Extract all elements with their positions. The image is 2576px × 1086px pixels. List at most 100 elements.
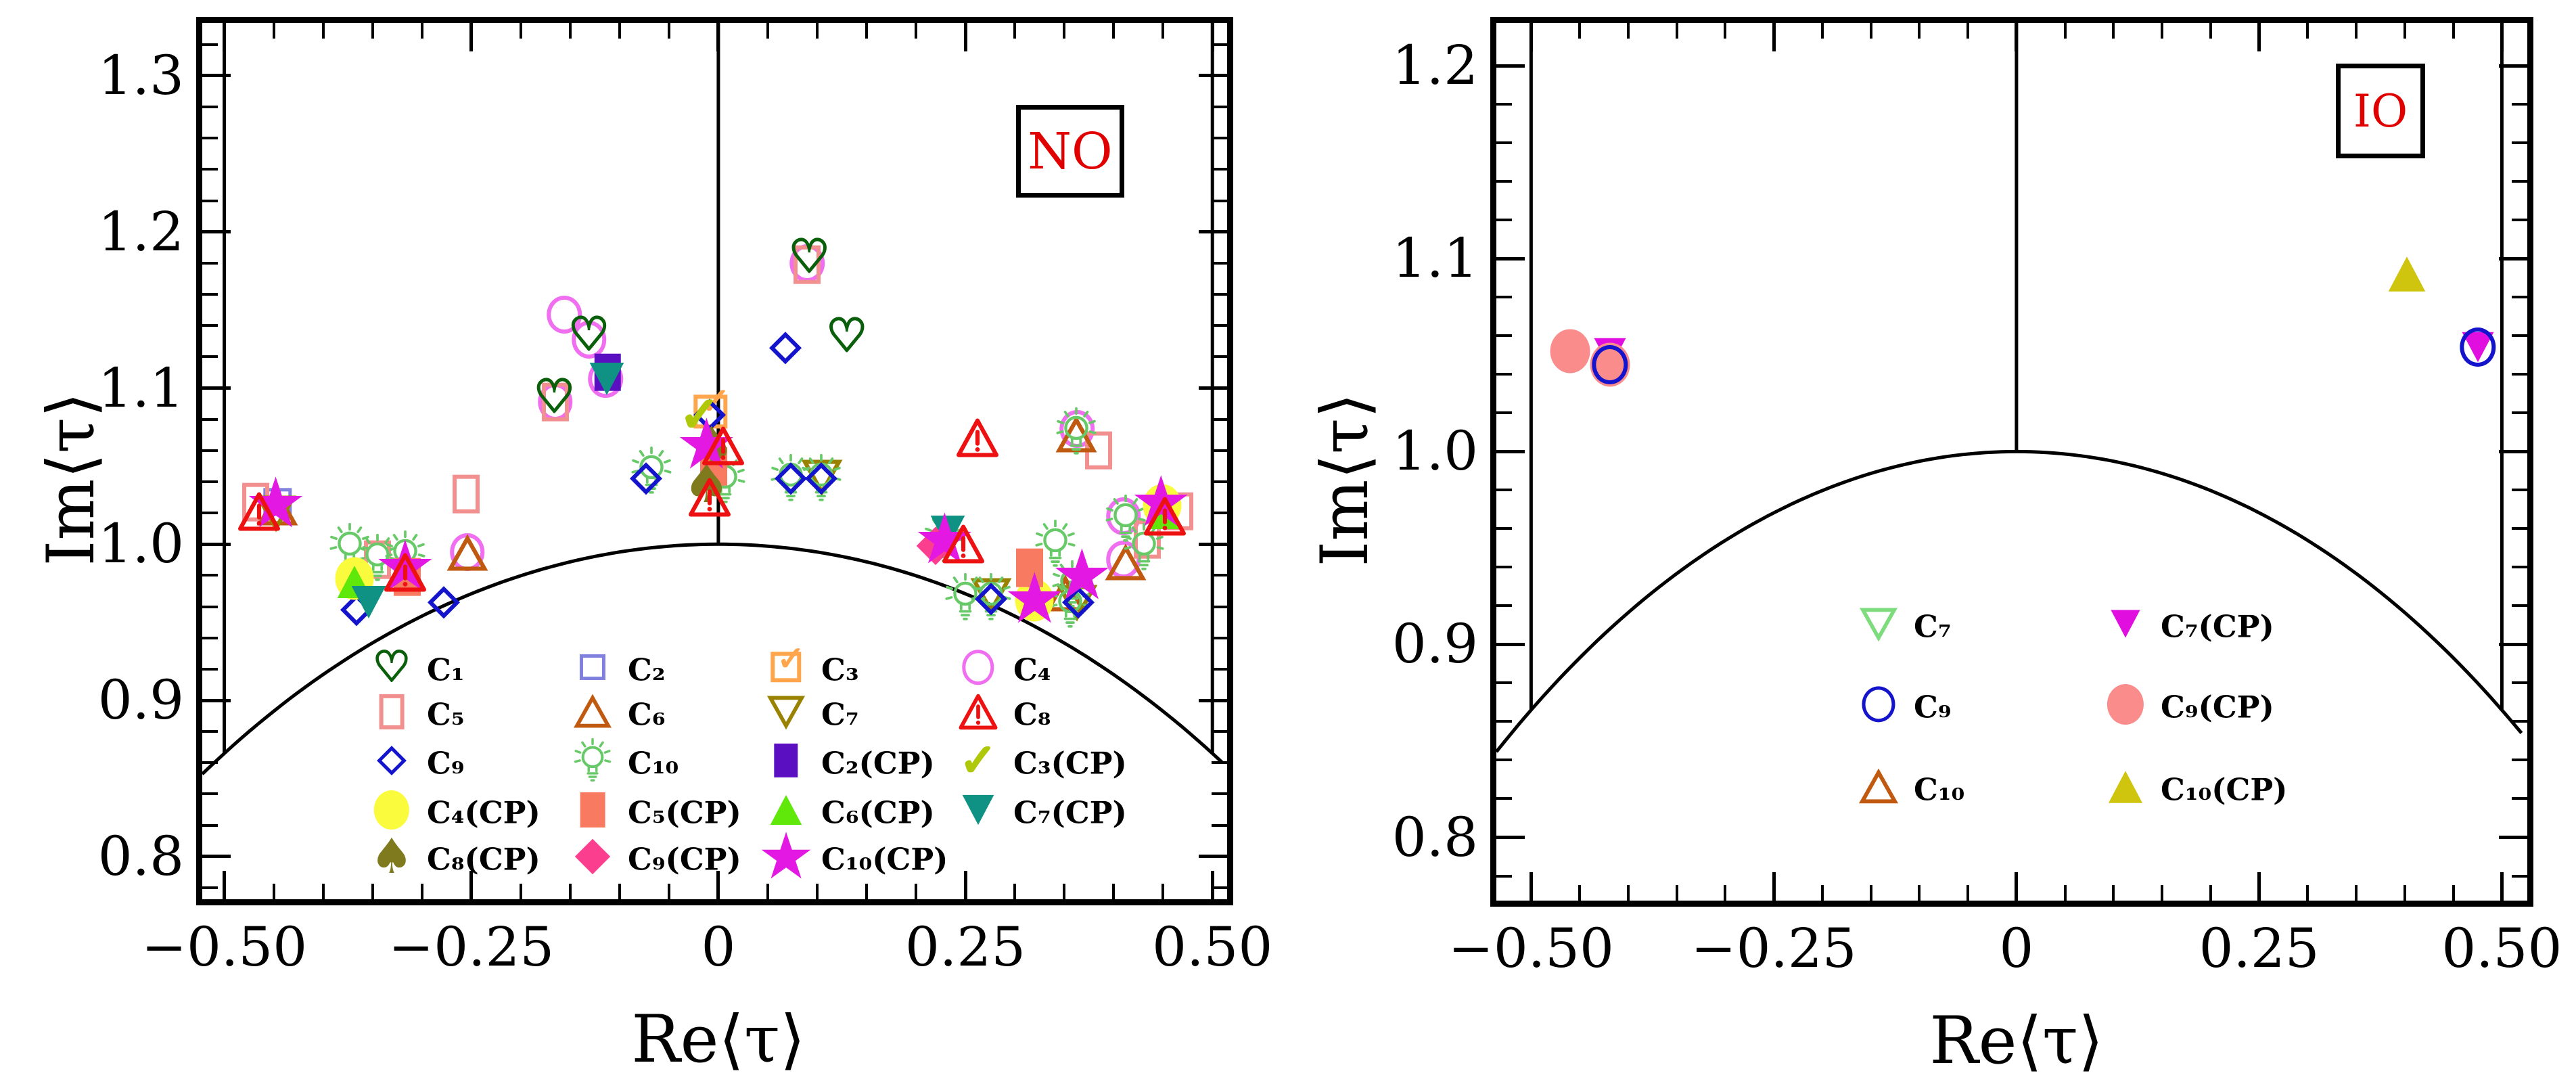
tick [1496, 604, 1512, 608]
tick [618, 23, 621, 39]
tick [1675, 885, 1678, 901]
tick [1967, 885, 1970, 901]
tick [1162, 884, 1165, 899]
tick [865, 23, 868, 39]
tick [2512, 797, 2527, 800]
tick [1496, 411, 1512, 415]
legend-marker-IO_C9CP [2107, 684, 2144, 725]
tick [1212, 823, 1227, 827]
tick [2512, 759, 2527, 762]
tick-label: 0.8 [97, 824, 184, 888]
legend-marker-IO_C10 [1858, 768, 1899, 804]
legend-label-C2: C₂ [628, 652, 666, 688]
marker-C10 [800, 453, 842, 504]
tick [766, 23, 769, 39]
tick [202, 823, 218, 827]
tick-label: 0.9 [1392, 612, 1478, 676]
tick [1496, 527, 1512, 530]
tick [1496, 64, 1525, 68]
tick [2306, 23, 2309, 39]
marker-C10CP: ★ [1003, 558, 1066, 639]
marker-IO_C9 [2459, 327, 2496, 367]
tick [202, 293, 218, 296]
tick [1496, 334, 1512, 338]
tick [202, 355, 218, 359]
tick [1869, 885, 1872, 901]
legend-marker-C2CP [774, 743, 798, 778]
tick [1212, 512, 1227, 515]
legend-marker-C10 [573, 737, 612, 784]
tick [1724, 885, 1727, 901]
tick [2161, 885, 2164, 901]
marker-C5 [242, 482, 270, 522]
tick [2355, 23, 2358, 39]
tick [2512, 527, 2527, 530]
tick [1675, 23, 1678, 39]
tick [1013, 884, 1017, 899]
tick [202, 199, 218, 202]
tick [2512, 141, 2527, 145]
marker-C10 [1055, 406, 1097, 457]
tick [915, 23, 918, 39]
tick [202, 698, 231, 702]
panel-io: C₇ C₇(CP) C₉ C₉(CP) C₁₀ C₁₀(CP) Im⟨τ⟩ Re⟨τ⟩ I… [1307, 17, 2562, 1073]
legend-marker-C6 [573, 694, 612, 728]
tick [2512, 103, 2527, 106]
legend-marker-C6CP [769, 794, 803, 825]
tick [2452, 885, 2455, 901]
tick [2499, 64, 2527, 68]
marker-C8 [384, 553, 426, 592]
tick [1212, 605, 1227, 608]
legend-label-C2CP: C₂(CP) [821, 745, 935, 782]
marker-C10CP: ★ [675, 403, 738, 485]
legend-marker-C3CP: ✓ [959, 734, 998, 786]
panel-no: ✓ ♡ ♡ ♡ ♡ ♠ ♠ ✓ ★ ★ ★ ★ ★ ★ ★ ♡ C₁ C₂ ✓ C₃ C₄ C₅ C₆ C₇ C₈ C₉ C₁₀ C₂… [33, 17, 1272, 1072]
marker-C10 [630, 445, 672, 497]
tick [1578, 23, 1582, 39]
tick [2512, 566, 2527, 569]
tick [1212, 43, 1227, 46]
legend-label-C8: C₈ [1013, 696, 1051, 733]
tick [2209, 885, 2212, 901]
tick [2112, 23, 2115, 39]
marker-C6 [446, 534, 488, 571]
tick [1496, 642, 1525, 646]
tick [2499, 642, 2527, 646]
tick [371, 884, 374, 899]
tick [2306, 885, 2309, 901]
legend-label-C4: C₄ [1013, 652, 1051, 688]
tick [1212, 199, 1227, 202]
tick [766, 884, 769, 899]
tick [2512, 334, 2527, 338]
marker-C10 [1105, 493, 1147, 545]
tick [202, 605, 218, 608]
tick [1496, 219, 1512, 222]
tick [469, 23, 474, 51]
tick [2512, 489, 2527, 492]
legend-marker-C2 [579, 654, 606, 681]
tick [2499, 836, 2527, 839]
tick [2500, 23, 2504, 51]
tick [963, 23, 967, 51]
legend-marker-IO_C7CP [2110, 609, 2141, 639]
tick [1496, 449, 1525, 453]
tick [667, 23, 670, 39]
tick [272, 884, 275, 899]
tick [1212, 792, 1227, 796]
tick [519, 884, 522, 899]
tick [1212, 324, 1227, 327]
legend-marker-C10CP: ★ [757, 819, 815, 894]
tick [2355, 885, 2358, 901]
tick [2512, 180, 2527, 183]
tick [1162, 23, 1165, 39]
tick [202, 261, 218, 265]
tick [1212, 761, 1227, 765]
legend-label-C1: C₁ [427, 652, 465, 688]
tick [716, 23, 720, 51]
tick [202, 574, 218, 577]
tick-label: −0.50 [141, 915, 308, 978]
tick [223, 23, 227, 51]
tick [420, 23, 423, 39]
tick [1918, 23, 1921, 39]
tick [1212, 886, 1227, 889]
